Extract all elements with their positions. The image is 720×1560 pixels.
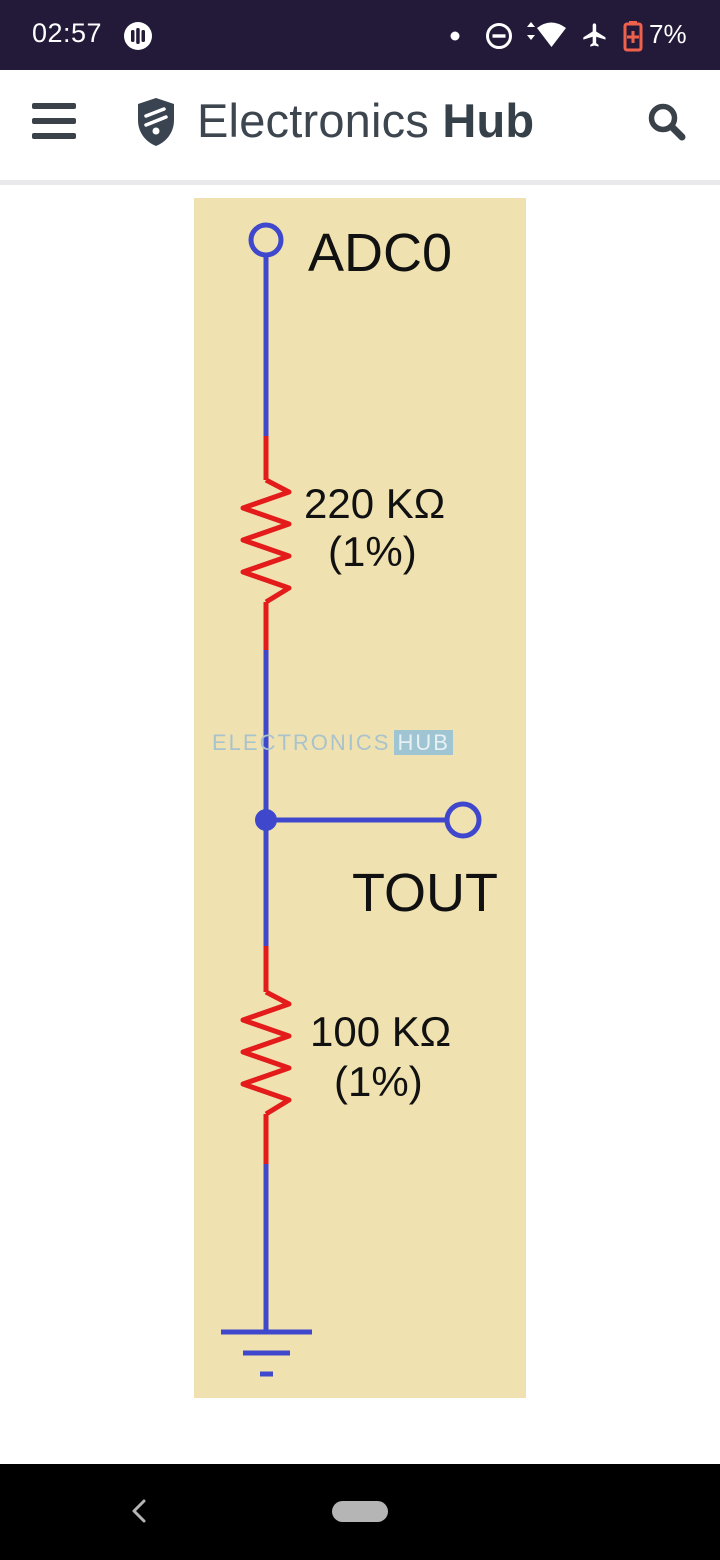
battery-low-icon [623,21,643,52]
voltage-divider-diagram: ADC0 220 KΩ (1%) ELECTRONICS HUB TOUT 100… [194,198,526,1398]
back-icon [132,1499,146,1523]
do-not-disturb-icon [486,23,512,49]
brand-name-bold: Hub [442,94,535,147]
menu-icon-bar [32,133,76,139]
menu-icon [32,103,76,109]
media-app-icon [124,22,152,50]
status-time: 02:57 [32,18,103,48]
tout-terminal [444,801,482,839]
resistor-top-zigzag [240,477,292,605]
network-badge: 4 [558,36,566,49]
home-pill-icon[interactable] [332,1501,388,1522]
electronics-hub-watermark: ELECTRONICS HUB [212,730,453,756]
adc0-terminal [248,222,284,258]
notification-dot-icon [450,31,460,41]
resistor-bottom-zigzag [240,989,292,1117]
tout-label: TOUT [352,863,498,923]
brand-name-regular: Electronics [197,94,430,147]
search-icon [648,103,686,141]
search-button[interactable] [646,101,688,143]
brand-name[interactable]: Electronics Hub [197,93,534,148]
menu-button[interactable] [30,100,78,142]
header-divider [0,180,720,185]
site-header [0,70,720,180]
status-bar: 02:57 4 7% [0,0,720,70]
resistor-top-value: 220 KΩ [304,480,446,527]
back-button[interactable] [126,1496,152,1526]
battery-percent: 7% [649,19,687,49]
circuit-schematic [221,222,482,1377]
airplane-mode-icon [583,23,606,47]
watermark-left: ELECTRONICS [212,730,391,755]
watermark-right: HUB [394,730,453,755]
adc0-label: ADC0 [308,223,453,283]
resistor-top-tolerance: (1%) [328,528,417,575]
resistor-bottom-value: 100 KΩ [310,1008,452,1055]
shield-logo-icon[interactable] [134,96,178,148]
wifi-icon: 4 [527,22,566,49]
resistor-bottom-tolerance: (1%) [334,1058,423,1105]
menu-icon-bar [32,118,76,124]
